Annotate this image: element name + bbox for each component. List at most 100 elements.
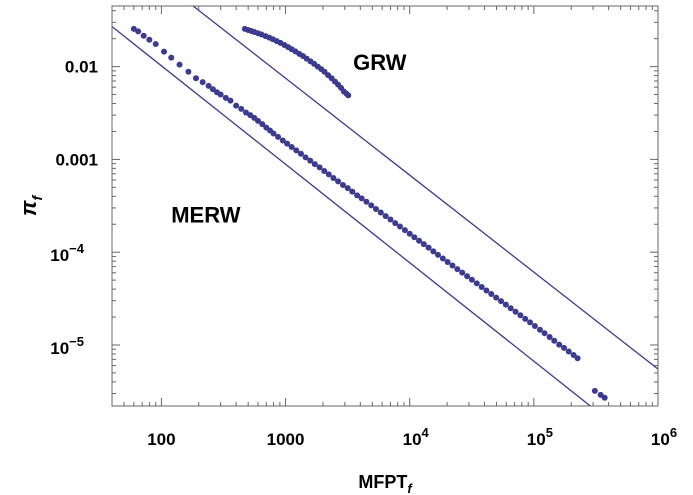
annotation-merw: MERW — [171, 202, 240, 227]
plot-background — [112, 6, 658, 406]
x-tick-label: 1000 — [267, 430, 305, 449]
series-1-point-4 — [146, 36, 153, 43]
series-1-point-31 — [288, 144, 295, 151]
series-1-point-53 — [392, 220, 399, 227]
series-1-point-75 — [498, 298, 505, 305]
series-1-point-33 — [297, 150, 304, 157]
axis-ticks — [111, 6, 659, 406]
x-tick-label: 105 — [527, 425, 553, 449]
series-1-point-64 — [444, 258, 451, 265]
series-1-point-51 — [382, 213, 389, 220]
series-1-point-58 — [416, 237, 423, 244]
series-1-point-69 — [468, 276, 475, 283]
series-1-point-12 — [205, 82, 212, 89]
series-1-point-16 — [222, 94, 229, 101]
series-1-point-66 — [454, 266, 461, 273]
series-1-point-39 — [325, 171, 332, 178]
x-axis-title: MFPTf — [358, 472, 413, 495]
series-1-point-2 — [135, 28, 142, 35]
series-1-point-29 — [279, 137, 286, 144]
series-1-point-49 — [372, 206, 379, 213]
series-1-point-17 — [227, 97, 234, 104]
series-1-point-32 — [293, 147, 300, 154]
series-1-point-85 — [546, 333, 553, 340]
series-1-point-41 — [335, 178, 342, 185]
series-1-point-23 — [255, 117, 262, 124]
series-1-point-50 — [377, 209, 384, 216]
plot-frame — [111, 5, 659, 407]
y-tick-label: 10−4 — [50, 241, 85, 265]
series-1-point-43 — [344, 185, 351, 192]
reference-lines — [112, 6, 658, 406]
series-1-point-11 — [199, 79, 206, 86]
series-1-point-68 — [464, 273, 471, 280]
series-1-point-44 — [349, 188, 356, 195]
series-1-point-73 — [488, 291, 495, 298]
series-1-point-82 — [531, 323, 538, 330]
y-tick-label: 0.001 — [55, 150, 98, 169]
series-1-point-42 — [339, 181, 346, 188]
series-1-point-5 — [152, 41, 159, 48]
series-1-point-79 — [517, 312, 524, 319]
series-1-point-38 — [321, 167, 328, 174]
series-1-point-80 — [522, 315, 529, 322]
series-1-point-57 — [411, 234, 418, 241]
x-axis-title-subscript: f — [407, 481, 413, 495]
series-1-point-88 — [561, 344, 568, 351]
series-1-point-20 — [242, 109, 249, 116]
series-1-point-84 — [541, 330, 548, 337]
series-1-point-45 — [354, 192, 361, 199]
series-1-point-65 — [449, 262, 456, 269]
series-1-point-91 — [574, 355, 581, 362]
series-1-point-94 — [601, 394, 608, 401]
series-1-point-7 — [168, 54, 175, 61]
series-1-point-35 — [307, 157, 314, 164]
x-tick-label: 106 — [651, 425, 677, 449]
series-1-point-46 — [358, 195, 365, 202]
y-tick-label: 10−5 — [50, 334, 84, 358]
y-axis-title-main: π — [16, 200, 41, 216]
series-1-point-61 — [430, 248, 437, 255]
series-1-point-87 — [556, 341, 563, 348]
series-1-point-28 — [275, 133, 282, 140]
series-1-point-74 — [493, 294, 500, 301]
series-1-point-19 — [238, 105, 245, 112]
series-1-point-62 — [434, 251, 441, 258]
data-points — [130, 25, 608, 401]
series-1-point-70 — [473, 280, 480, 287]
series-1-point-15 — [217, 91, 224, 98]
series-1-point-10 — [193, 75, 200, 82]
series-1-point-6 — [161, 48, 168, 55]
series-1-point-63 — [439, 255, 446, 262]
series-1-point-40 — [330, 175, 337, 182]
series-1-point-86 — [551, 337, 558, 344]
series-1-point-48 — [368, 202, 375, 209]
series-1-point-56 — [406, 230, 413, 237]
series-1-point-36 — [311, 161, 318, 168]
series-1-point-27 — [270, 130, 277, 137]
y-tick-label: 0.01 — [65, 58, 98, 77]
series-1-point-47 — [363, 198, 370, 205]
reference-line-2 — [112, 26, 591, 406]
x-axis-title-main: MFPT — [358, 472, 407, 492]
series-1-point-81 — [527, 319, 534, 326]
series-1-point-76 — [502, 301, 509, 308]
y-axis-title-subscript: f — [29, 195, 45, 201]
series-1-point-77 — [507, 305, 514, 312]
series-1-point-60 — [425, 244, 432, 251]
x-tick-label: 100 — [147, 430, 175, 449]
series-1-point-55 — [401, 227, 408, 234]
y-axis-title: πf — [16, 195, 45, 217]
series-1-point-67 — [459, 269, 466, 276]
series-1-point-72 — [483, 287, 490, 294]
tick-labels: 100 1000 104 105 106 0.01 0.001 10−4 10−5 — [50, 58, 677, 449]
series-1-point-8 — [176, 61, 183, 68]
series-1-point-52 — [387, 216, 394, 223]
series-1-point-54 — [396, 223, 403, 230]
series-2-point-31 — [345, 92, 352, 99]
series-1-point-71 — [478, 283, 485, 290]
series-1-point-89 — [565, 348, 572, 355]
series-1-point-78 — [512, 308, 519, 315]
annotations: GRW MERW — [171, 50, 406, 227]
